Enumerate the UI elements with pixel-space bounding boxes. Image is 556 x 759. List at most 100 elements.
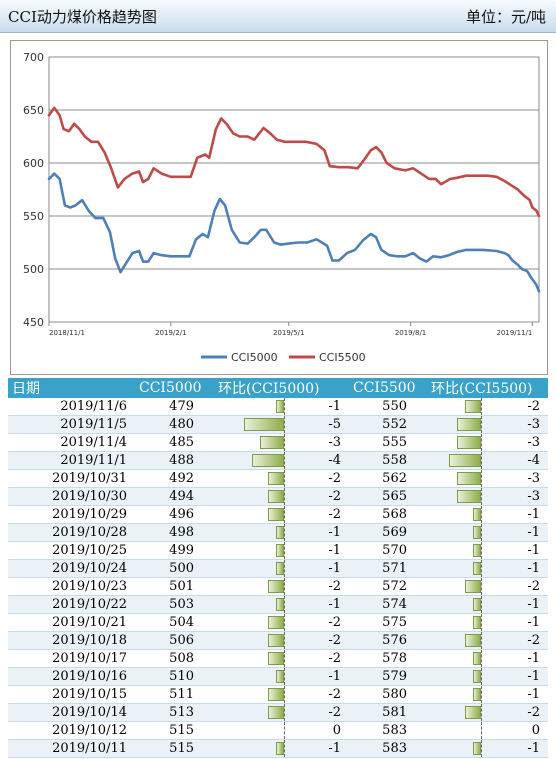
databar-axis [481,596,482,613]
data-bar [473,562,481,575]
databar-axis [284,470,285,487]
databar-axis [284,614,285,631]
data-bar [276,562,284,575]
chg5500-cell: -1 [427,559,548,578]
cci5500-cell: 552 [349,415,427,434]
change-value: -2 [527,399,540,414]
chg5000-cell: -1 [214,739,349,758]
cci5500-cell: 575 [349,613,427,632]
chg5000-cell: -2 [214,685,349,704]
data-bar [465,400,481,413]
databar-axis [284,650,285,667]
cci5500-cell: 581 [349,703,427,722]
cci5000-cell: 515 [135,721,214,740]
cci5500-cell: 571 [349,559,427,578]
databar-axis [481,740,482,757]
date-cell: 2019/10/22 [8,595,135,614]
date-cell: 2019/10/25 [8,541,135,560]
cci5000-cell: 506 [135,631,214,650]
y-tick-label: 650 [23,104,44,117]
change-value: -2 [328,579,341,594]
chg5000-cell: -2 [214,469,349,488]
date-cell: 2019/10/21 [8,613,135,632]
table-row: 2019/10/12 515 0 583 0 [8,721,548,740]
table-row: 2019/10/23 501 -2 572 -2 [8,577,548,596]
cci5500-cell: 568 [349,505,427,524]
chg5000-cell: -2 [214,613,349,632]
chg5500-cell: -1 [427,595,548,614]
series-line-cci5500 [47,106,541,218]
change-value: -1 [328,597,341,612]
data-bar [268,490,284,503]
databar-axis [481,704,482,721]
data-bar [276,526,284,539]
y-tick-label: 700 [23,51,44,64]
chg5000-cell: -1 [214,595,349,614]
change-value: 0 [531,723,540,738]
change-value: -3 [328,435,341,450]
date-cell: 2019/10/15 [8,685,135,704]
x-tick-label: 2018/11/1 [49,329,85,337]
data-bar [268,706,284,719]
data-bar [268,472,284,485]
data-bar [449,454,481,467]
change-value: -2 [328,471,341,486]
data-bar [276,742,284,755]
databar-axis [284,668,285,685]
date-cell: 2019/11/6 [8,398,135,416]
table-row: 2019/10/15 511 -2 580 -1 [8,685,548,704]
change-value: 0 [332,723,341,738]
table-row: 2019/11/5 480 -5 552 -3 [8,415,548,434]
chg5500-cell: -1 [427,541,548,560]
price-table: 日期 CCI5000 环比(CCI5000) CCI5500 环比(CCI550… [8,378,548,758]
data-bar [457,490,481,503]
chg5500-cell: -2 [427,398,548,416]
chg5500-cell: -3 [427,433,548,452]
databar-axis [284,686,285,703]
chg5500-cell: -1 [427,739,548,758]
date-cell: 2019/10/23 [8,577,135,596]
cci5500-cell: 578 [349,649,427,668]
date-cell: 2019/10/11 [8,739,135,758]
change-value: -2 [527,633,540,648]
data-bar [473,526,481,539]
change-value: -1 [328,525,341,540]
data-bar [473,508,481,521]
cci5500-cell: 576 [349,631,427,650]
change-value: -1 [527,525,540,540]
chart-title: CCI动力煤价格趋势图 [8,8,157,26]
change-value: -3 [527,435,540,450]
cci5000-cell: 503 [135,595,214,614]
cci5500-cell: 565 [349,487,427,506]
chg5500-cell: -1 [427,505,548,524]
cci5500-cell: 570 [349,541,427,560]
y-tick-label: 600 [23,157,44,170]
chg5000-cell: -1 [214,559,349,578]
table-row: 2019/10/18 506 -2 576 -2 [8,631,548,650]
databar-axis [481,488,482,505]
table-row: 2019/10/22 503 -1 574 -1 [8,595,548,614]
data-bar [276,400,284,413]
header-chg5000: 环比(CCI5000) [214,378,349,398]
line-chart-panel: 450 500 550 600 650 700 2018/11/1 2019/2/1 2019/… [10,40,548,375]
change-value: -1 [328,543,341,558]
databar-axis [284,596,285,613]
cci5000-cell: 511 [135,685,214,704]
legend-label: CCI5000 [231,351,278,364]
table-row: 2019/10/24 500 -1 571 -1 [8,559,548,578]
databar-axis [481,506,482,523]
table-body: 2019/11/6 479 -1 550 -2 2019/11/5 480 -5 552 -3 20… [8,398,548,758]
cci5000-cell: 508 [135,649,214,668]
change-value: -3 [527,489,540,504]
chg5500-cell: -1 [427,523,548,542]
cci5000-cell: 480 [135,415,214,434]
chg5000-cell: -2 [214,577,349,596]
databar-axis [284,632,285,649]
header-chg5500: 环比(CCI5500) [427,378,548,398]
cci5500-cell: 555 [349,433,427,452]
databar-axis [284,560,285,577]
x-tick-label: 2019/11/1 [496,329,532,337]
databar-axis [284,524,285,541]
chg5000-cell: -4 [214,451,349,470]
x-tick-label: 2019/5/1 [273,329,304,337]
